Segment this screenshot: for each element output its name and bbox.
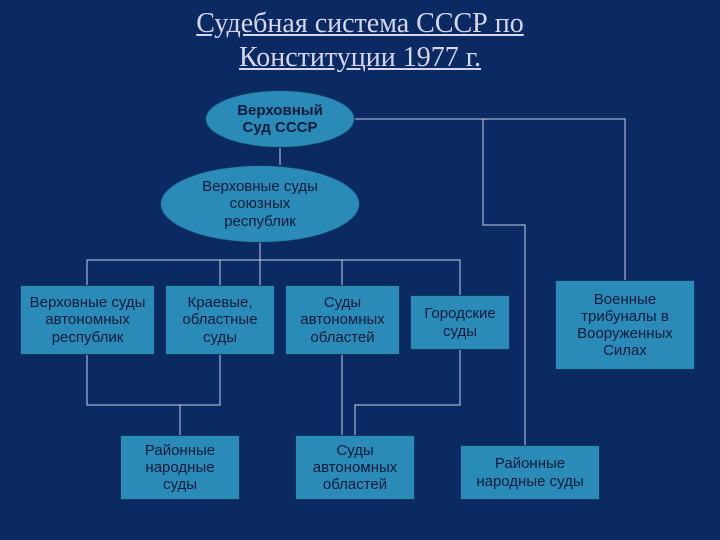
connector [87,243,260,285]
node-auto_rep: Верховные судыавтономныхреспублик [20,285,155,355]
connector [483,119,525,445]
node-auto_obl: Судыавтономныхобластей [285,285,400,355]
node-kraevye: Краевые,областныесуды [165,285,275,355]
node-rayon1: Районныенародныесуды [120,435,240,500]
connector [180,355,220,405]
connector [220,243,260,285]
connector [260,243,342,285]
diagram-stage: Судебная система СССР по Конституции 197… [0,0,720,540]
connector [87,355,180,435]
node-auto_obl2: Судыавтономныхобластей [295,435,415,500]
connector [355,119,625,280]
node-supreme: ВерховныйСуд СССР [205,90,355,148]
slide-title-line1: Судебная система СССР по [0,8,720,40]
node-city: Городскиесуды [410,295,510,350]
connector [355,350,460,435]
slide-title-line2: Конституции 1977 г. [0,42,720,74]
node-military: Военныетрибуналы вВооруженныхСилах [555,280,695,370]
node-union: Верховные судысоюзныхреспублик [160,165,360,243]
node-rayon2: Районныенародные суды [460,445,600,500]
